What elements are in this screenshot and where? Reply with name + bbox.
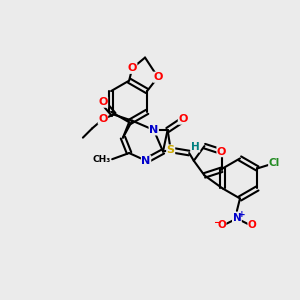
Text: CH₃: CH₃ bbox=[92, 155, 111, 164]
Text: −: − bbox=[213, 218, 220, 227]
Text: N: N bbox=[149, 125, 158, 135]
Text: O: O bbox=[98, 114, 108, 124]
Text: Cl: Cl bbox=[268, 158, 280, 168]
Text: S: S bbox=[167, 145, 175, 155]
Text: O: O bbox=[248, 220, 257, 230]
Text: O: O bbox=[153, 72, 163, 82]
Text: O: O bbox=[217, 220, 226, 230]
Text: O: O bbox=[128, 63, 137, 73]
Text: H: H bbox=[191, 142, 200, 152]
Text: N: N bbox=[141, 156, 151, 166]
Text: O: O bbox=[98, 97, 108, 107]
Text: O: O bbox=[217, 147, 226, 157]
Text: N: N bbox=[232, 214, 241, 224]
Text: O: O bbox=[178, 114, 188, 124]
Text: +: + bbox=[238, 210, 246, 219]
